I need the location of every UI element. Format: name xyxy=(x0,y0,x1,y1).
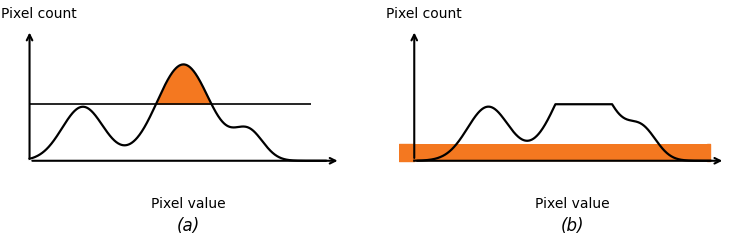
Text: (a): (a) xyxy=(176,217,200,235)
Bar xyxy=(414,144,710,161)
Text: (b): (b) xyxy=(561,217,584,235)
Text: Pixel count: Pixel count xyxy=(1,7,76,21)
Text: Pixel value: Pixel value xyxy=(536,197,610,211)
Text: Pixel count: Pixel count xyxy=(386,7,461,21)
Text: Pixel value: Pixel value xyxy=(151,197,225,211)
